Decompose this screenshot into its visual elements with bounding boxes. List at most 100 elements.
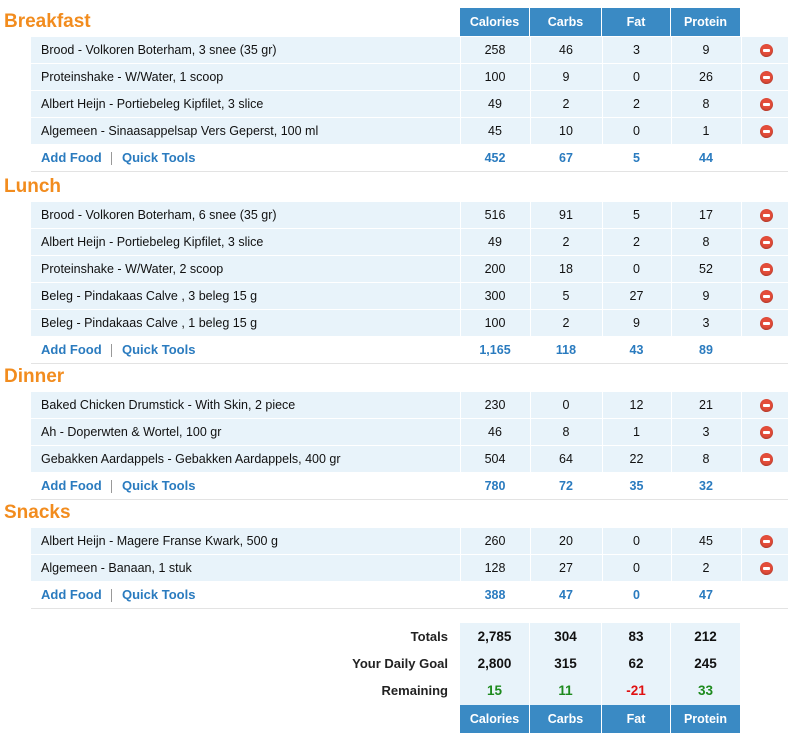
entry-protein: 8 <box>702 97 710 111</box>
meal-total-fat: 5 <box>633 151 640 165</box>
quick-tools-link[interactable]: Quick Tools <box>122 342 196 357</box>
quick-tools-link[interactable]: Quick Tools <box>122 150 196 165</box>
food-name[interactable]: Gebakken Aardappels - Gebakken Aardappel… <box>41 452 341 466</box>
summary-daily_goal-protein: 245 <box>671 650 740 678</box>
bottom-column-header-0: Calories <box>460 705 529 733</box>
column-divider <box>460 229 461 255</box>
entry-fat: 1 <box>633 425 640 439</box>
meal-total-fat: 43 <box>629 343 644 357</box>
meal-total-carbs: 67 <box>559 151 573 165</box>
remove-entry-icon[interactable] <box>760 453 773 466</box>
entry-fat: 0 <box>633 124 640 138</box>
entry-protein: 1 <box>702 124 710 138</box>
entry-carbs: 46 <box>559 43 573 57</box>
remove-entry-icon[interactable] <box>760 317 773 330</box>
add-food-link[interactable]: Add Food <box>41 150 102 165</box>
entry-calories: 100 <box>484 316 506 330</box>
column-divider <box>460 37 461 63</box>
entry-fat: 12 <box>629 398 644 412</box>
column-divider <box>530 202 531 228</box>
entry-calories: 46 <box>488 425 502 439</box>
link-separator <box>111 152 112 165</box>
column-divider <box>460 446 461 472</box>
add-food-link[interactable]: Add Food <box>41 478 102 493</box>
food-name[interactable]: Proteinshake - W/Water, 2 scoop <box>41 262 224 276</box>
column-divider <box>530 229 531 255</box>
food-name[interactable]: Beleg - Pindakaas Calve , 3 beleg 15 g <box>41 289 258 303</box>
remove-entry-icon[interactable] <box>760 562 773 575</box>
food-name[interactable]: Ah - Doperwten & Wortel, 100 gr <box>41 425 222 439</box>
food-name[interactable]: Albert Heijn - Portiebeleg Kipfilet, 3 s… <box>41 97 264 111</box>
entry-fat: 3 <box>633 43 640 57</box>
food-entry-row: Albert Heijn - Magere Franse Kwark, 500 … <box>31 528 788 554</box>
food-entry-row: Albert Heijn - Portiebeleg Kipfilet, 3 s… <box>31 91 788 117</box>
entry-calories: 504 <box>484 452 506 466</box>
column-divider <box>741 202 742 228</box>
food-name[interactable]: Albert Heijn - Magere Franse Kwark, 500 … <box>41 534 278 548</box>
add-food-link[interactable]: Add Food <box>41 342 102 357</box>
remove-entry-icon[interactable] <box>760 44 773 57</box>
column-divider <box>741 91 742 117</box>
remove-entry-icon[interactable] <box>760 535 773 548</box>
remove-entry-icon[interactable] <box>760 290 773 303</box>
summary-remaining-carbs: 11 <box>530 677 601 705</box>
bottom-column-header-3: Protein <box>671 705 740 733</box>
remove-entry-icon[interactable] <box>760 98 773 111</box>
meal-title-2: Dinner <box>4 366 65 387</box>
link-separator <box>111 344 112 357</box>
entry-calories: 260 <box>484 534 506 548</box>
column-divider <box>460 202 461 228</box>
food-entry-row: Beleg - Pindakaas Calve , 3 beleg 15 g 30… <box>31 283 788 309</box>
summary-daily_goal-carbs: 315 <box>530 650 601 678</box>
summary-totals-calories: 2,785 <box>460 623 529 651</box>
meal-total-calories: 452 <box>484 151 506 165</box>
food-name[interactable]: Albert Heijn - Portiebeleg Kipfilet, 3 s… <box>41 235 264 249</box>
column-divider <box>741 64 742 90</box>
add-food-link[interactable]: Add Food <box>41 587 102 602</box>
column-divider <box>530 37 531 63</box>
food-name[interactable]: Brood - Volkoren Boterham, 3 snee (35 gr… <box>41 43 277 57</box>
column-divider <box>671 37 672 63</box>
column-divider <box>602 202 603 228</box>
entry-carbs: 27 <box>559 561 573 575</box>
quick-tools-link[interactable]: Quick Tools <box>122 478 196 493</box>
remove-entry-icon[interactable] <box>760 125 773 138</box>
food-entry-row: Ah - Doperwten & Wortel, 100 gr 46 8 1 3 <box>31 419 788 445</box>
column-divider <box>460 91 461 117</box>
entry-fat: 22 <box>629 452 644 466</box>
meal-total-carbs: 118 <box>555 343 577 357</box>
remove-entry-icon[interactable] <box>760 426 773 439</box>
meal-total-calories: 780 <box>484 479 506 493</box>
food-name[interactable]: Beleg - Pindakaas Calve , 1 beleg 15 g <box>41 316 258 330</box>
food-entry-row: Proteinshake - W/Water, 1 scoop 100 9 0 26 <box>31 64 788 90</box>
food-name[interactable]: Algemeen - Sinaasappelsap Vers Geperst, … <box>41 124 319 138</box>
meal-total-carbs: 72 <box>559 479 573 493</box>
remove-entry-icon[interactable] <box>760 399 773 412</box>
entry-fat: 27 <box>629 289 644 303</box>
remove-entry-icon[interactable] <box>760 236 773 249</box>
entry-fat: 9 <box>633 316 640 330</box>
remove-entry-icon[interactable] <box>760 263 773 276</box>
entry-calories: 516 <box>484 208 506 222</box>
meal-title-1: Lunch <box>4 176 61 197</box>
summary-remaining-calories: 15 <box>460 677 529 705</box>
food-name[interactable]: Brood - Volkoren Boterham, 6 snee (35 gr… <box>41 208 277 222</box>
column-divider <box>530 91 531 117</box>
column-divider <box>602 392 603 418</box>
quick-tools-link[interactable]: Quick Tools <box>122 587 196 602</box>
food-name[interactable]: Baked Chicken Drumstick - With Skin, 2 p… <box>41 398 296 412</box>
meal-title-3: Snacks <box>4 502 71 523</box>
meal-total-protein: 89 <box>699 343 713 357</box>
column-divider <box>530 419 531 445</box>
column-divider <box>530 118 531 144</box>
meal-footer: Add Food Quick Tools 388 47 0 47 <box>31 582 788 609</box>
remove-entry-icon[interactable] <box>760 71 773 84</box>
food-entry-row: Algemeen - Banaan, 1 stuk 128 27 0 2 <box>31 555 788 581</box>
food-name[interactable]: Algemeen - Banaan, 1 stuk <box>41 561 192 575</box>
entry-protein: 8 <box>702 235 710 249</box>
entry-carbs: 20 <box>559 534 573 548</box>
column-divider <box>602 310 603 336</box>
remove-entry-icon[interactable] <box>760 209 773 222</box>
entry-calories: 45 <box>488 124 502 138</box>
food-name[interactable]: Proteinshake - W/Water, 1 scoop <box>41 70 224 84</box>
